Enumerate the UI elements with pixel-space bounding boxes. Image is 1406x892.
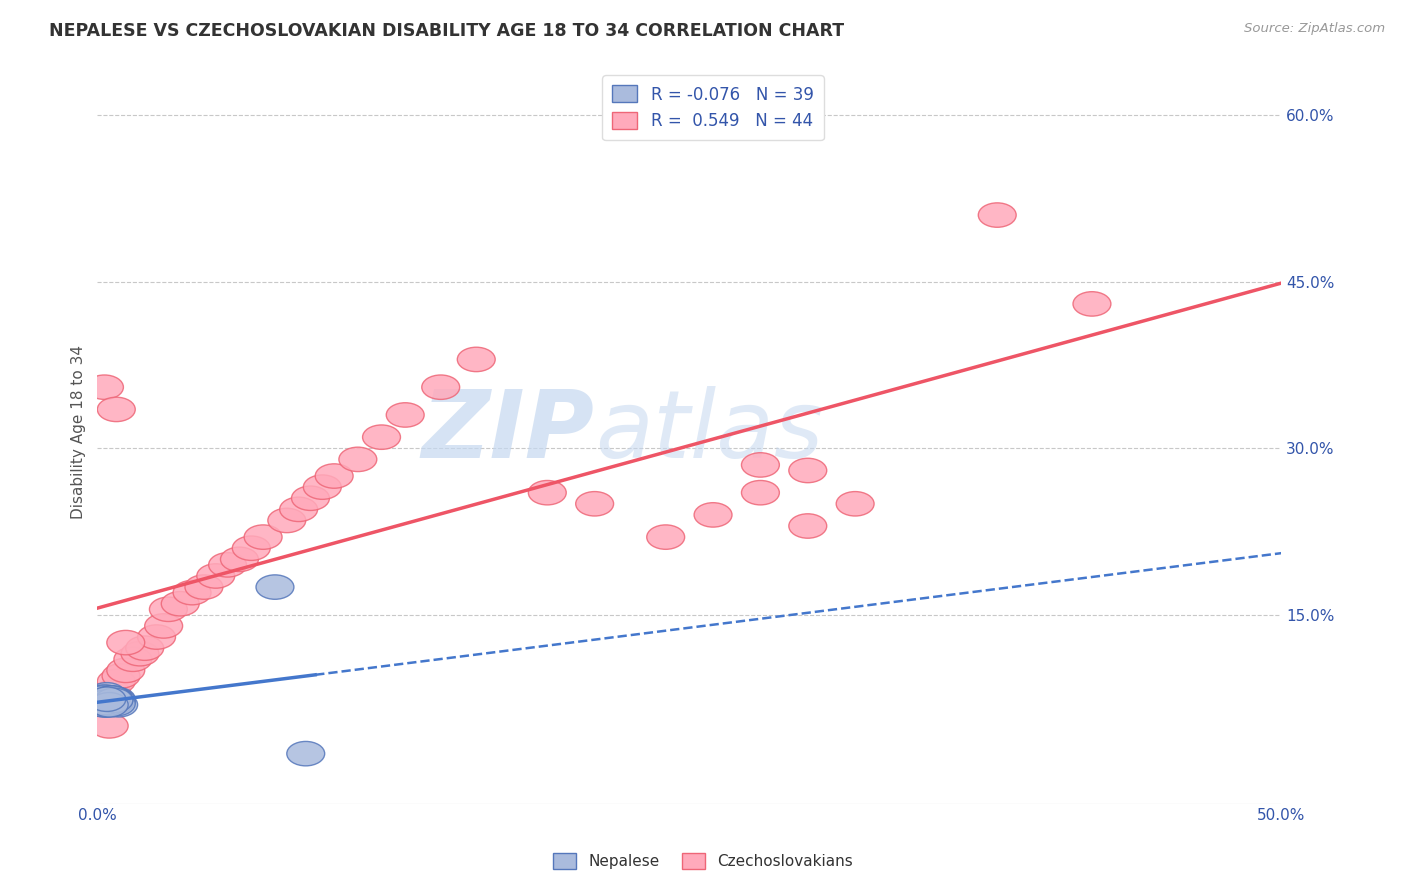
Ellipse shape <box>97 669 135 694</box>
Ellipse shape <box>93 681 131 705</box>
Ellipse shape <box>103 664 141 688</box>
Ellipse shape <box>695 503 733 527</box>
Ellipse shape <box>86 692 124 717</box>
Ellipse shape <box>90 691 128 716</box>
Ellipse shape <box>93 686 131 710</box>
Ellipse shape <box>89 688 125 713</box>
Ellipse shape <box>979 202 1017 227</box>
Ellipse shape <box>97 687 135 712</box>
Text: atlas: atlas <box>595 386 823 477</box>
Ellipse shape <box>125 636 163 660</box>
Y-axis label: Disability Age 18 to 34: Disability Age 18 to 34 <box>72 344 86 518</box>
Ellipse shape <box>90 687 128 712</box>
Ellipse shape <box>221 547 259 572</box>
Ellipse shape <box>93 686 131 710</box>
Ellipse shape <box>96 687 134 712</box>
Ellipse shape <box>89 690 125 714</box>
Text: ZIP: ZIP <box>422 385 595 477</box>
Ellipse shape <box>145 614 183 638</box>
Ellipse shape <box>86 690 124 714</box>
Ellipse shape <box>86 375 124 400</box>
Ellipse shape <box>90 690 128 714</box>
Ellipse shape <box>280 497 318 522</box>
Ellipse shape <box>100 692 138 717</box>
Ellipse shape <box>138 624 176 649</box>
Ellipse shape <box>96 690 134 714</box>
Ellipse shape <box>93 688 131 713</box>
Legend: Nepalese, Czechoslovakians: Nepalese, Czechoslovakians <box>547 847 859 875</box>
Ellipse shape <box>149 597 187 622</box>
Ellipse shape <box>89 687 125 712</box>
Ellipse shape <box>245 524 283 549</box>
Ellipse shape <box>208 553 246 577</box>
Ellipse shape <box>529 481 567 505</box>
Ellipse shape <box>90 690 128 714</box>
Ellipse shape <box>575 491 613 516</box>
Ellipse shape <box>107 658 145 682</box>
Ellipse shape <box>89 688 125 713</box>
Ellipse shape <box>86 685 124 709</box>
Ellipse shape <box>90 714 128 738</box>
Ellipse shape <box>363 425 401 450</box>
Ellipse shape <box>107 631 145 655</box>
Ellipse shape <box>339 447 377 472</box>
Ellipse shape <box>93 690 131 714</box>
Ellipse shape <box>96 688 134 713</box>
Ellipse shape <box>90 691 128 716</box>
Ellipse shape <box>315 464 353 488</box>
Ellipse shape <box>89 691 125 716</box>
Ellipse shape <box>83 686 121 710</box>
Legend: R = -0.076   N = 39, R =  0.549   N = 44: R = -0.076 N = 39, R = 0.549 N = 44 <box>602 75 824 140</box>
Ellipse shape <box>789 458 827 483</box>
Ellipse shape <box>121 641 159 666</box>
Ellipse shape <box>162 591 200 616</box>
Text: NEPALESE VS CZECHOSLOVAKIAN DISABILITY AGE 18 TO 34 CORRELATION CHART: NEPALESE VS CZECHOSLOVAKIAN DISABILITY A… <box>49 22 845 40</box>
Ellipse shape <box>232 536 270 560</box>
Ellipse shape <box>256 574 294 599</box>
Ellipse shape <box>83 686 121 710</box>
Ellipse shape <box>89 682 125 707</box>
Ellipse shape <box>114 647 152 672</box>
Ellipse shape <box>96 690 134 714</box>
Ellipse shape <box>741 453 779 477</box>
Ellipse shape <box>96 690 134 714</box>
Ellipse shape <box>457 347 495 372</box>
Ellipse shape <box>422 375 460 400</box>
Ellipse shape <box>86 692 124 717</box>
Ellipse shape <box>90 692 128 717</box>
Ellipse shape <box>97 688 135 713</box>
Ellipse shape <box>291 486 329 510</box>
Ellipse shape <box>304 475 342 500</box>
Ellipse shape <box>93 686 131 710</box>
Ellipse shape <box>86 686 124 710</box>
Ellipse shape <box>647 524 685 549</box>
Ellipse shape <box>741 481 779 505</box>
Ellipse shape <box>197 564 235 588</box>
Ellipse shape <box>173 581 211 605</box>
Ellipse shape <box>93 687 131 712</box>
Ellipse shape <box>837 491 875 516</box>
Ellipse shape <box>89 691 125 716</box>
Ellipse shape <box>269 508 305 533</box>
Ellipse shape <box>186 574 224 599</box>
Ellipse shape <box>97 397 135 422</box>
Ellipse shape <box>86 690 124 714</box>
Ellipse shape <box>287 741 325 766</box>
Ellipse shape <box>1073 292 1111 316</box>
Text: Source: ZipAtlas.com: Source: ZipAtlas.com <box>1244 22 1385 36</box>
Ellipse shape <box>97 691 135 716</box>
Ellipse shape <box>789 514 827 538</box>
Ellipse shape <box>86 690 124 714</box>
Ellipse shape <box>90 692 128 717</box>
Ellipse shape <box>387 402 425 427</box>
